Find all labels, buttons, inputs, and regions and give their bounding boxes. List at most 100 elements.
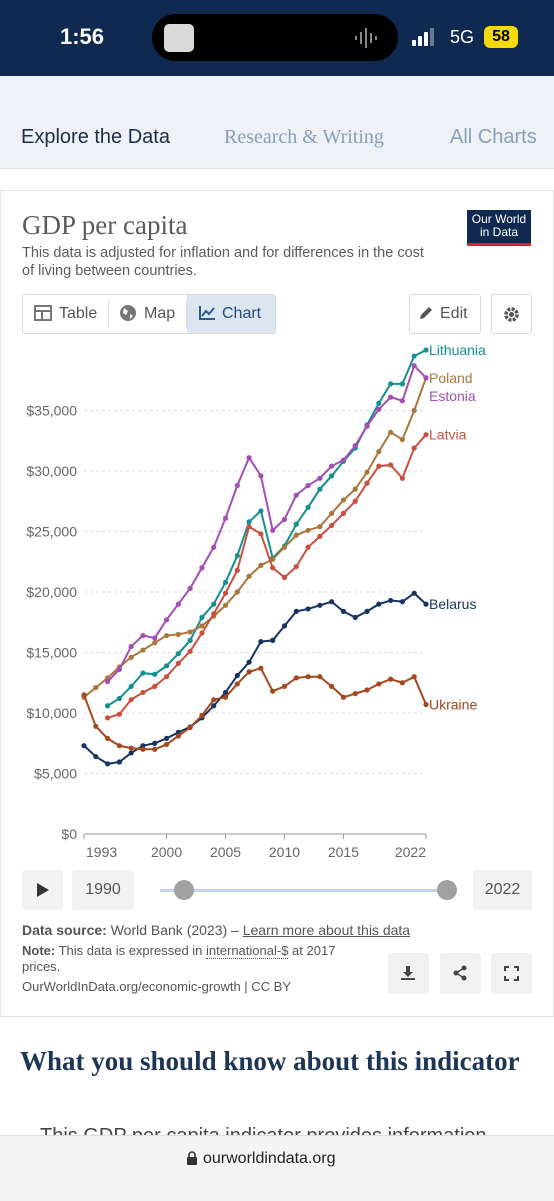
data-point [423, 701, 429, 708]
data-point [199, 614, 205, 621]
note-label: Note: [22, 943, 56, 958]
tab[interactable]: All Charts [450, 126, 537, 148]
data-point [152, 671, 158, 677]
data-point [140, 647, 146, 653]
data-point [128, 643, 134, 650]
status-bar: 1:56 5G 58 [0, 0, 554, 76]
tab[interactable]: Explore the Data [21, 126, 170, 148]
divider [108, 300, 109, 328]
data-point [258, 508, 264, 514]
data-point [399, 599, 406, 605]
timeline-handle[interactable] [174, 880, 194, 900]
data-point [187, 724, 193, 731]
edit-button[interactable] [409, 294, 481, 334]
browser-bar: ourworldindata.org [0, 1135, 554, 1201]
data-point [163, 674, 170, 680]
data-point [199, 565, 205, 571]
end-year[interactable]: 2022 [473, 870, 532, 910]
data-point [388, 597, 394, 604]
data-point [246, 524, 252, 530]
data-point [329, 599, 335, 605]
series-line [83, 591, 427, 765]
app-icon [164, 24, 194, 52]
logo-text: Our World [471, 212, 527, 226]
x-tick-label: 2005 [210, 844, 241, 860]
source-line: Data source: World Bank (2023) – Learn m… [22, 922, 532, 938]
logo[interactable]: Our World in Data [467, 210, 531, 246]
view-button[interactable]: Map [144, 305, 176, 322]
data-point [281, 683, 288, 689]
data-point [258, 473, 264, 479]
data-point [340, 457, 347, 463]
data-point [293, 608, 299, 614]
data-point [140, 746, 146, 752]
data-point [411, 363, 417, 369]
source-label: Data source: [22, 922, 107, 938]
data-point [281, 623, 288, 629]
data-point [305, 606, 311, 612]
series-label: Latvia [429, 427, 467, 443]
data-point [128, 745, 134, 751]
data-point [340, 497, 347, 503]
fullscreen-button[interactable] [491, 953, 532, 994]
data-point [399, 398, 406, 404]
data-point [128, 697, 134, 703]
logo-text: in Data [479, 225, 519, 239]
data-point [317, 602, 323, 608]
data-point [234, 567, 240, 573]
data-point [388, 429, 394, 435]
map-icon [120, 305, 136, 321]
data-point [388, 394, 394, 400]
section-heading: What you should know about this indicato… [20, 1046, 520, 1076]
x-tick-label: 2010 [269, 844, 300, 860]
data-point [234, 672, 240, 679]
table-icon [34, 305, 52, 321]
learn-more-link[interactable]: Learn more about this data [242, 922, 411, 938]
data-point [116, 743, 122, 749]
note-link[interactable]: international-$ [206, 943, 289, 959]
data-point [234, 482, 240, 489]
data-point [352, 691, 358, 697]
data-point [352, 486, 358, 492]
timeline-handle[interactable] [437, 880, 457, 900]
data-point [399, 680, 406, 686]
data-point [376, 601, 382, 607]
play-icon [37, 883, 49, 897]
footer-link[interactable]: OurWorldInData.org/economic-growth | CC … [22, 979, 292, 994]
data-point [93, 753, 99, 760]
data-point [317, 486, 323, 492]
series-line [83, 377, 427, 699]
url[interactable]: ourworldindata.org [203, 1150, 336, 1167]
series-label: Poland [429, 370, 473, 386]
data-point [281, 544, 288, 550]
data-point [258, 665, 264, 671]
data-point [329, 473, 335, 479]
data-point [163, 663, 170, 669]
data-point [352, 614, 358, 621]
data-point [211, 544, 217, 550]
view-button[interactable]: Chart [222, 305, 262, 322]
data-point [175, 733, 181, 739]
data-point [293, 532, 299, 538]
data-point [305, 544, 311, 550]
x-tick-label: 2022 [395, 844, 426, 860]
data-point [376, 406, 382, 412]
tab[interactable]: Research & Writing [224, 126, 384, 148]
series-label: Ukraine [429, 697, 477, 713]
share-button[interactable] [440, 953, 481, 994]
y-tick-label: $0 [61, 826, 77, 842]
data-point [411, 674, 417, 680]
view-button[interactable]: Table [59, 305, 98, 322]
start-year[interactable]: 1990 [72, 870, 134, 910]
chart-title: GDP per capita [22, 210, 188, 240]
data-point [199, 623, 205, 629]
data-point [388, 381, 394, 387]
data-point [364, 480, 370, 486]
data-point [140, 743, 146, 749]
data-point [116, 695, 122, 702]
chart-subtitle: This data is adjusted for inflation and … [22, 245, 424, 279]
data-point [222, 694, 229, 700]
y-tick-label: $25,000 [26, 524, 77, 540]
data-point [423, 375, 429, 381]
active-view-bg [187, 295, 275, 333]
